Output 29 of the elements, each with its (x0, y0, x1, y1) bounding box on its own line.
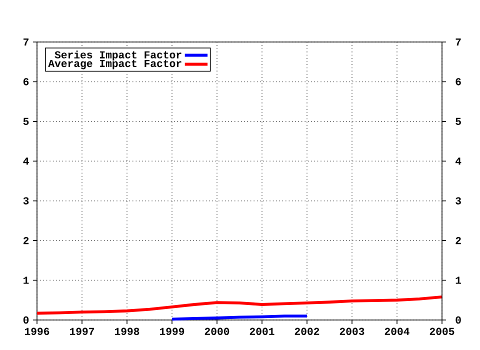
y-tick-label: 2 (23, 237, 29, 244)
y-tick-label: 5 (23, 118, 29, 125)
y2-tick-label: 4 (455, 158, 462, 165)
y-tick-label: 6 (23, 78, 29, 86)
y-tick-label: 7 (24, 38, 28, 46)
x-tick-label: 2000 (204, 328, 230, 336)
y-tick-label: 1 (24, 276, 29, 284)
y-tick-label: 4 (23, 158, 29, 165)
x-tick-label: 2005 (430, 328, 454, 336)
y2-tick-label: 5 (456, 118, 461, 125)
y2-tick-label: 1 (456, 276, 462, 284)
x-tick-label: 2002 (294, 328, 320, 336)
x-tick-label: 1996 (24, 328, 50, 336)
y2-tick-label: 7 (456, 38, 461, 46)
x-tick-label: 2004 (384, 328, 410, 336)
legend-label: Average Impact Factor (48, 60, 182, 70)
line-series (36, 296, 444, 315)
x-tick-label: 1998 (114, 328, 140, 336)
y2-tick-label: 2 (456, 237, 461, 244)
y2-tick-label: 3 (456, 197, 461, 204)
y2-tick-label: 6 (456, 78, 461, 86)
x-tick-label: 2003 (340, 328, 364, 336)
y-tick-label: 0 (23, 316, 29, 324)
y-tick-label: 3 (23, 197, 29, 204)
x-tick-label: 1999 (160, 328, 184, 336)
x-tick-label: 1997 (70, 328, 94, 336)
x-tick-label: 2001 (250, 328, 274, 336)
y2-tick-label: 0 (456, 316, 461, 324)
legend-label: Series Impact Factor (54, 50, 182, 61)
